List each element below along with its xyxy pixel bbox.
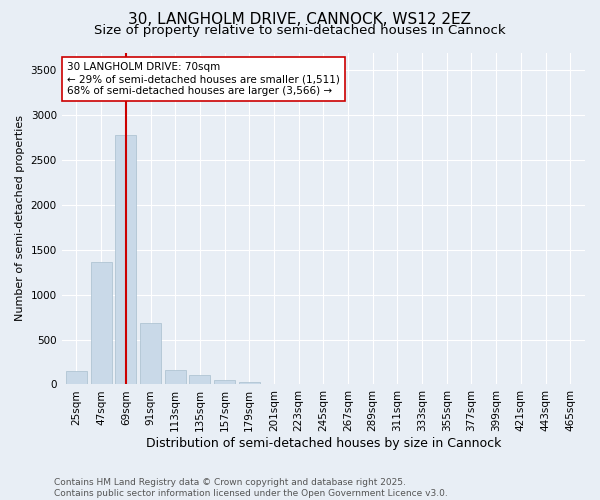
Bar xyxy=(66,371,87,384)
X-axis label: Distribution of semi-detached houses by size in Cannock: Distribution of semi-detached houses by … xyxy=(146,437,501,450)
Bar xyxy=(115,135,136,384)
Text: Size of property relative to semi-detached houses in Cannock: Size of property relative to semi-detach… xyxy=(94,24,506,37)
Text: Contains HM Land Registry data © Crown copyright and database right 2025.
Contai: Contains HM Land Registry data © Crown c… xyxy=(54,478,448,498)
Text: 30, LANGHOLM DRIVE, CANNOCK, WS12 2EZ: 30, LANGHOLM DRIVE, CANNOCK, WS12 2EZ xyxy=(128,12,472,28)
Bar xyxy=(91,262,112,384)
Y-axis label: Number of semi-detached properties: Number of semi-detached properties xyxy=(15,116,25,322)
Text: 30 LANGHOLM DRIVE: 70sqm
← 29% of semi-detached houses are smaller (1,511)
68% o: 30 LANGHOLM DRIVE: 70sqm ← 29% of semi-d… xyxy=(67,62,340,96)
Bar xyxy=(165,370,186,384)
Bar xyxy=(214,380,235,384)
Bar xyxy=(239,382,260,384)
Bar xyxy=(140,322,161,384)
Bar xyxy=(190,375,211,384)
